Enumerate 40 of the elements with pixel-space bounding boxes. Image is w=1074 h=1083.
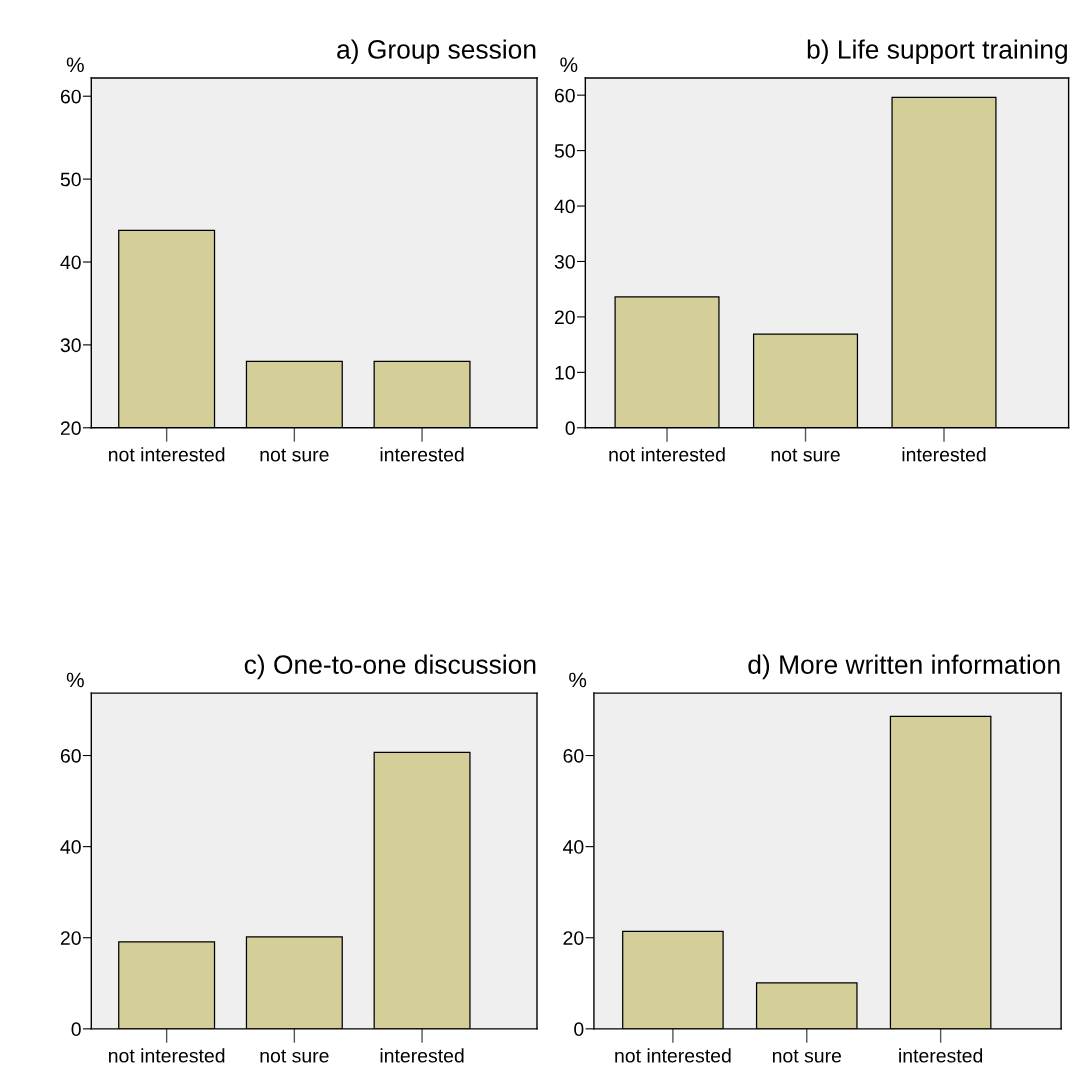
chart-title: c) One-to-one discussion: [244, 654, 536, 680]
y-tick-label: 20: [60, 931, 81, 945]
y-tick-label: 60: [60, 749, 81, 763]
y-tick-label: 30: [60, 338, 81, 353]
x-tick-label: not interested: [109, 1048, 225, 1063]
x-tick-label: not interested: [109, 447, 225, 462]
x-tick-label: interested: [902, 447, 986, 462]
y-tick-label: 20: [563, 931, 584, 945]
x-tick-label: not sure: [260, 1049, 329, 1063]
y-tick-label: 40: [554, 199, 575, 214]
y-tick-label: 40: [563, 840, 584, 854]
y-tick-label: 50: [554, 144, 575, 158]
chart-title: b) Life support training: [807, 39, 1067, 65]
y-tick-label: 0: [574, 1022, 584, 1037]
y-tick-label: 30: [554, 254, 575, 269]
x-tick-label: not sure: [771, 448, 840, 462]
x-tick-label: not interested: [615, 1048, 731, 1063]
x-tick-label: interested: [380, 1048, 464, 1063]
y-tick-label: 40: [60, 840, 81, 854]
x-tick-label: not sure: [772, 1049, 842, 1063]
y-tick-label: 40: [60, 255, 81, 270]
y-axis-title: %: [560, 57, 578, 73]
y-tick-label: 20: [60, 421, 81, 436]
y-axis-title: %: [569, 672, 587, 688]
y-axis-title: %: [66, 672, 84, 688]
x-tick-label: not sure: [260, 448, 329, 462]
y-tick-label: 0: [71, 1022, 81, 1037]
y-axis-title: %: [66, 57, 84, 73]
y-tick-label: 60: [60, 89, 81, 104]
y-tick-label: 60: [554, 88, 575, 103]
chart-title: a) Group session: [337, 39, 536, 65]
y-tick-label: 0: [565, 421, 575, 436]
y-tick-label: 20: [554, 310, 575, 325]
x-tick-label: interested: [899, 1048, 983, 1063]
x-tick-label: not interested: [609, 447, 725, 462]
y-tick-label: 50: [60, 172, 81, 187]
y-tick-label: 60: [563, 749, 584, 763]
chart-title: d) More written information: [748, 654, 1060, 680]
x-tick-label: interested: [380, 447, 464, 462]
y-tick-label: 10: [555, 365, 575, 380]
